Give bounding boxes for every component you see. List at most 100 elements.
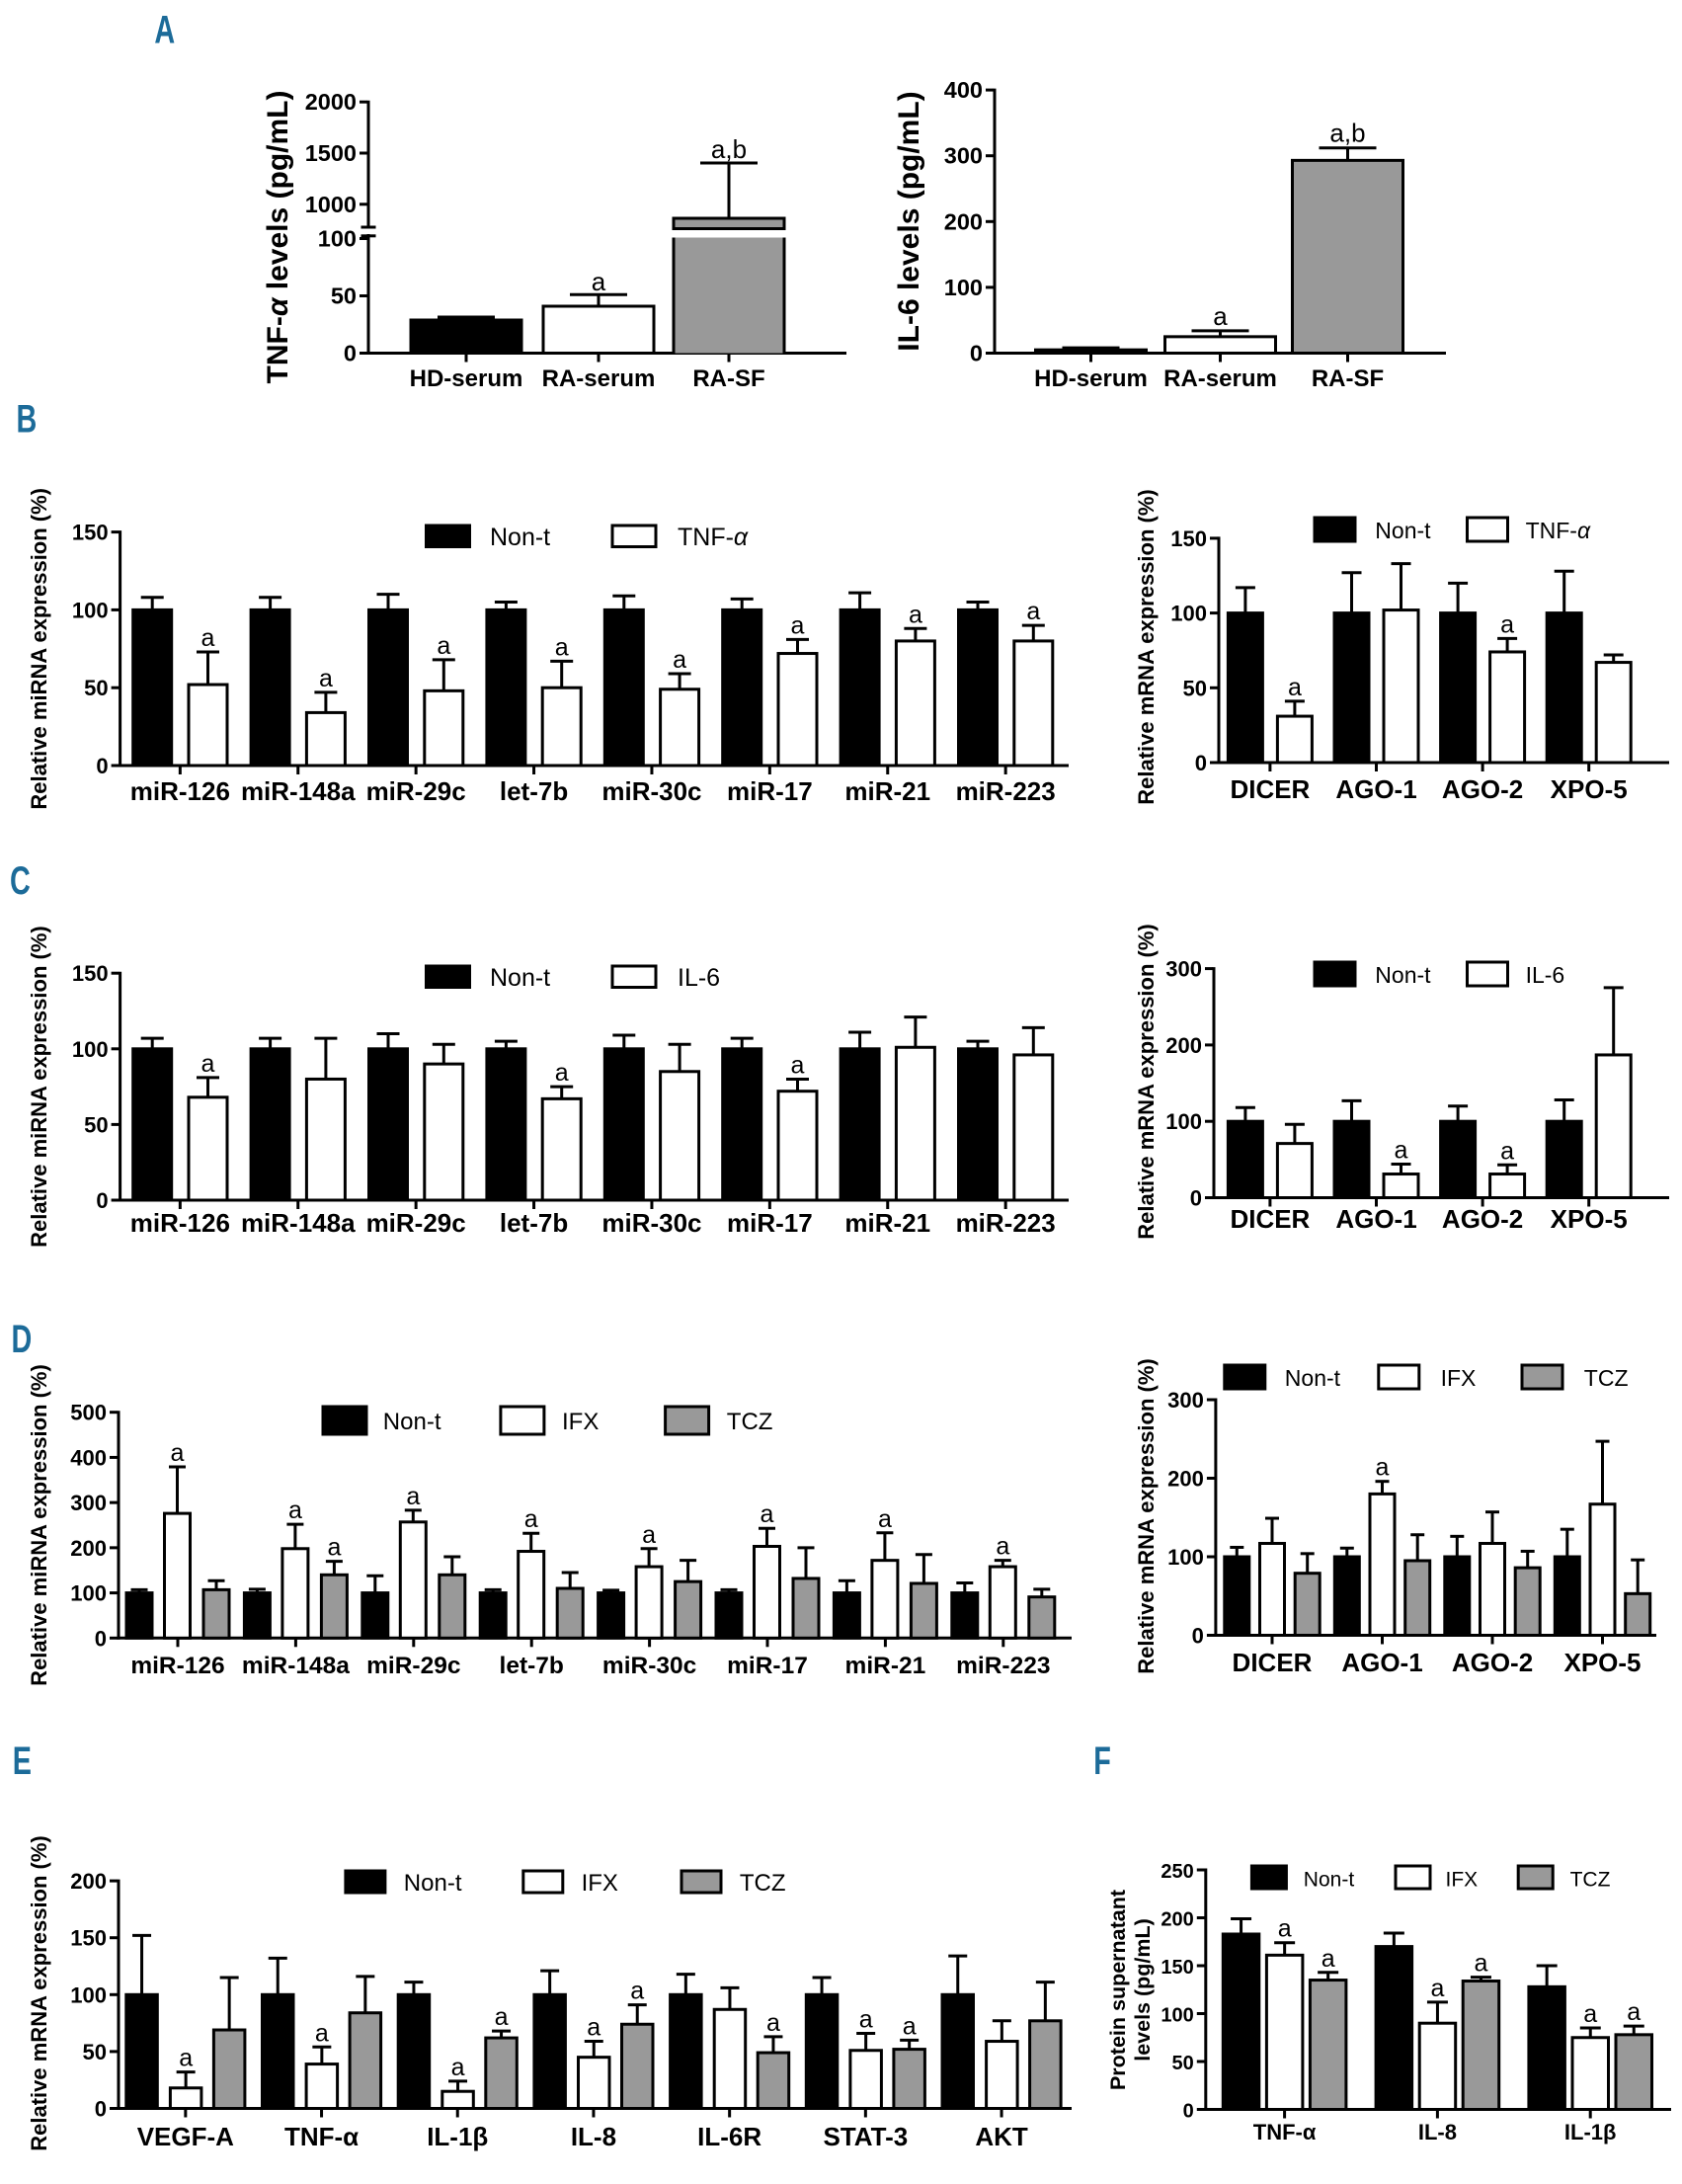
svg-text:let-7b: let-7b [500, 1653, 564, 1679]
svg-text:XPO-5: XPO-5 [1563, 1648, 1641, 1677]
svg-text:a: a [555, 1059, 569, 1087]
svg-text:Relative mRNA expression (%): Relative mRNA expression (%) [27, 1835, 51, 2151]
svg-text:a: a [673, 646, 686, 674]
svg-text:a: a [524, 1505, 538, 1533]
svg-text:500: 500 [70, 1401, 107, 1425]
svg-text:100: 100 [72, 598, 109, 622]
svg-text:Relative mRNA expression (%): Relative mRNA expression (%) [1134, 489, 1159, 805]
svg-text:Non-t: Non-t [383, 1409, 441, 1435]
svg-text:Non-t: Non-t [1375, 962, 1431, 988]
svg-text:AGO-2: AGO-2 [1442, 774, 1523, 804]
svg-text:a: a [642, 1521, 656, 1549]
svg-text:Non-t: Non-t [404, 1870, 462, 1897]
svg-text:miR-29c: miR-29c [366, 1653, 460, 1679]
svg-text:IL-1β: IL-1β [427, 2122, 488, 2151]
svg-text:AKT: AKT [975, 2122, 1028, 2151]
svg-text:a: a [1395, 1136, 1408, 1164]
svg-text:300: 300 [1167, 1388, 1204, 1413]
svg-text:TNF-α: TNF-α [284, 2122, 359, 2151]
svg-text:a: a [451, 2054, 465, 2081]
svg-text:0: 0 [95, 2097, 107, 2122]
svg-text:a: a [903, 2012, 917, 2040]
svg-text:miR-21: miR-21 [844, 1208, 930, 1238]
svg-text:Non-t: Non-t [1304, 1869, 1355, 1892]
svg-text:HD-serum: HD-serum [1034, 365, 1148, 392]
svg-text:50: 50 [84, 1112, 108, 1137]
svg-text:a: a [1500, 610, 1514, 638]
svg-text:300: 300 [1165, 957, 1202, 982]
svg-text:let-7b: let-7b [500, 776, 568, 806]
svg-text:100: 100 [70, 1581, 107, 1606]
svg-text:XPO-5: XPO-5 [1551, 774, 1628, 804]
svg-text:a: a [201, 1050, 215, 1078]
svg-text:miR-126: miR-126 [130, 1208, 230, 1238]
svg-text:1500: 1500 [305, 140, 357, 166]
svg-text:AGO-1: AGO-1 [1335, 1204, 1416, 1234]
svg-text:50: 50 [1172, 2053, 1194, 2074]
svg-text:a: a [201, 624, 215, 652]
svg-text:a: a [859, 2005, 873, 2033]
svg-text:AGO-1: AGO-1 [1335, 774, 1416, 804]
svg-text:miR-126: miR-126 [130, 776, 230, 806]
svg-text:miR-30c: miR-30c [601, 1208, 701, 1238]
svg-text:RA-serum: RA-serum [1163, 365, 1277, 392]
svg-text:250: 250 [1161, 1861, 1193, 1883]
svg-text:Relative miRNA expression (%): Relative miRNA expression (%) [27, 1364, 51, 1686]
svg-text:IL-8: IL-8 [571, 2122, 616, 2151]
svg-text:C: C [10, 858, 31, 903]
svg-text:a,b: a,b [711, 134, 747, 164]
svg-text:a: a [909, 601, 922, 628]
svg-text:0: 0 [96, 1188, 108, 1213]
svg-text:200: 200 [1161, 1909, 1193, 1931]
svg-text:Non-t: Non-t [1375, 518, 1431, 543]
svg-text:a: a [406, 1483, 420, 1510]
svg-text:a: a [630, 1978, 644, 2005]
svg-text:150: 150 [1161, 1957, 1193, 1979]
svg-text:miR-29c: miR-29c [366, 1208, 466, 1238]
svg-text:F: F [1093, 1739, 1111, 1783]
svg-text:0: 0 [1192, 1624, 1204, 1649]
svg-text:100: 100 [1167, 1545, 1204, 1570]
svg-text:a: a [555, 633, 569, 661]
svg-text:a: a [1627, 1998, 1641, 2026]
svg-text:Non-t: Non-t [1285, 1365, 1341, 1391]
svg-text:RA-serum: RA-serum [542, 365, 656, 392]
svg-text:IL-6 levels (pg/mL): IL-6 levels (pg/mL) [893, 91, 925, 351]
svg-text:a: a [1430, 1975, 1444, 2002]
svg-text:100: 100 [944, 275, 983, 300]
svg-text:Relative mRNA expression (%): Relative mRNA expression (%) [1134, 924, 1159, 1240]
svg-text:AGO-1: AGO-1 [1341, 1648, 1422, 1677]
svg-text:300: 300 [70, 1491, 107, 1515]
svg-text:Relative miRNA expression (%): Relative miRNA expression (%) [27, 926, 51, 1248]
svg-text:miR-223: miR-223 [956, 1208, 1056, 1238]
svg-text:IFX: IFX [1446, 1869, 1479, 1892]
svg-text:TNF-α levels (pg/mL): TNF-α levels (pg/mL) [262, 91, 294, 384]
svg-text:a: a [1474, 1950, 1487, 1978]
svg-text:a: a [791, 1051, 805, 1079]
svg-text:a: a [288, 1496, 302, 1524]
svg-text:0: 0 [1183, 2101, 1194, 2123]
svg-text:0: 0 [970, 341, 983, 366]
svg-text:E: E [13, 1739, 32, 1783]
svg-text:a: a [171, 1439, 185, 1467]
svg-text:Relative mRNA expression (%): Relative mRNA expression (%) [1134, 1358, 1159, 1674]
svg-text:50: 50 [1183, 676, 1207, 700]
svg-text:a: a [179, 2045, 193, 2072]
svg-text:miR-30c: miR-30c [601, 776, 701, 806]
svg-text:XPO-5: XPO-5 [1551, 1204, 1628, 1234]
svg-text:a: a [495, 2003, 509, 2031]
svg-text:AGO-2: AGO-2 [1442, 1204, 1523, 1234]
svg-text:a: a [1376, 1454, 1390, 1482]
svg-text:miR-223: miR-223 [956, 776, 1056, 806]
svg-text:a: a [319, 665, 333, 692]
svg-text:DICER: DICER [1230, 1204, 1310, 1234]
svg-text:a: a [587, 2014, 601, 2042]
svg-text:a: a [766, 2009, 780, 2037]
svg-text:miR-223: miR-223 [956, 1653, 1050, 1679]
svg-text:D: D [11, 1317, 32, 1361]
svg-text:50: 50 [83, 2040, 107, 2064]
svg-text:miR-17: miR-17 [727, 1653, 808, 1679]
svg-text:a: a [1278, 1915, 1292, 1943]
svg-text:A: A [154, 8, 175, 52]
svg-text:miR-30c: miR-30c [602, 1653, 696, 1679]
